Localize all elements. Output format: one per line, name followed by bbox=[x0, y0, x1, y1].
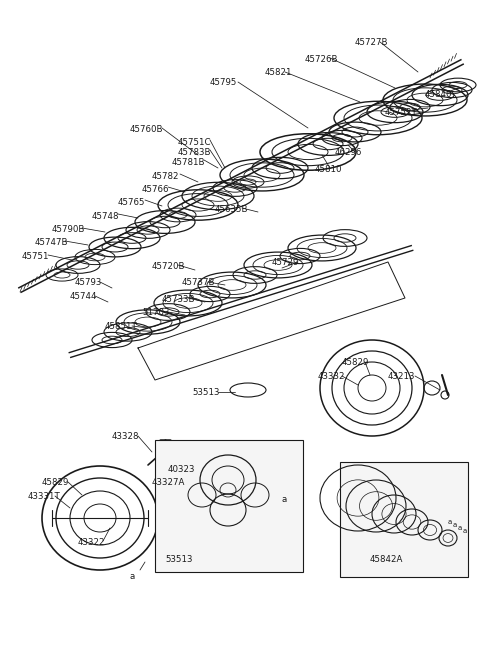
Text: 45851T: 45851T bbox=[105, 322, 138, 331]
Text: 45751C: 45751C bbox=[178, 138, 212, 147]
Text: 45635B: 45635B bbox=[215, 205, 249, 214]
Text: 45727B: 45727B bbox=[355, 38, 388, 47]
Text: a: a bbox=[448, 519, 452, 525]
Text: 45720B: 45720B bbox=[152, 262, 185, 271]
Text: 45842A: 45842A bbox=[370, 555, 403, 564]
Text: 45821: 45821 bbox=[265, 68, 292, 77]
Text: 43328: 43328 bbox=[112, 432, 140, 441]
Text: 46296: 46296 bbox=[335, 148, 362, 157]
Text: 45781B: 45781B bbox=[172, 158, 205, 167]
Text: 45733B: 45733B bbox=[162, 295, 195, 304]
Text: a: a bbox=[282, 495, 287, 504]
Text: 45752T: 45752T bbox=[385, 108, 418, 117]
Text: 45765: 45765 bbox=[118, 198, 145, 207]
Text: 43327A: 43327A bbox=[152, 478, 185, 487]
Text: 51703: 51703 bbox=[142, 308, 169, 317]
Text: 45790B: 45790B bbox=[52, 225, 85, 234]
Text: 45751: 45751 bbox=[22, 252, 49, 261]
Text: 45737B: 45737B bbox=[182, 278, 216, 287]
Text: 45810: 45810 bbox=[315, 165, 343, 174]
Text: 43332: 43332 bbox=[318, 372, 346, 381]
Text: 45747B: 45747B bbox=[35, 238, 69, 247]
Text: a: a bbox=[130, 572, 135, 581]
Text: a: a bbox=[453, 522, 457, 528]
Text: 45782: 45782 bbox=[152, 172, 180, 181]
Text: a: a bbox=[458, 525, 462, 531]
Text: 45748: 45748 bbox=[92, 212, 120, 221]
Text: 45793: 45793 bbox=[75, 278, 102, 287]
Text: 43331T: 43331T bbox=[28, 492, 61, 501]
Text: 45766: 45766 bbox=[142, 185, 169, 194]
Text: 45744: 45744 bbox=[70, 292, 97, 301]
Text: 45760B: 45760B bbox=[130, 125, 164, 134]
Text: 45829: 45829 bbox=[342, 358, 370, 367]
Text: 45829: 45829 bbox=[42, 478, 70, 487]
Text: 53513: 53513 bbox=[192, 388, 219, 397]
Text: 43213: 43213 bbox=[388, 372, 416, 381]
Text: 45795: 45795 bbox=[210, 78, 238, 87]
Bar bbox=[155, 440, 303, 572]
Bar bbox=[340, 462, 468, 577]
Text: a: a bbox=[463, 528, 467, 534]
Text: 40323: 40323 bbox=[168, 465, 195, 474]
Text: 43322: 43322 bbox=[78, 538, 106, 547]
Text: 53513: 53513 bbox=[165, 555, 192, 564]
Text: 45840: 45840 bbox=[425, 90, 453, 99]
Text: 45729: 45729 bbox=[272, 258, 300, 267]
Text: 45726B: 45726B bbox=[305, 55, 338, 64]
Text: 45783B: 45783B bbox=[178, 148, 212, 157]
